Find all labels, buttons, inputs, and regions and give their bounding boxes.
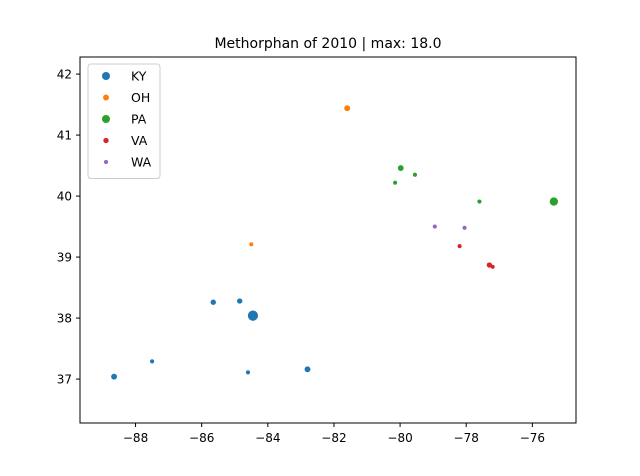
y-tick-label: 41 [57,129,72,143]
data-point [245,370,251,375]
legend-marker [103,94,109,101]
series-ky [111,298,311,380]
x-tick-label: −78 [454,431,479,445]
legend-label: VA [131,133,148,148]
legend-marker [102,115,110,123]
data-point [432,224,437,229]
legend-label: WA [131,155,152,170]
y-tick-label: 42 [57,68,72,82]
data-point [247,310,259,321]
data-point [304,366,311,373]
data-point [490,264,495,269]
x-tick-label: −76 [520,431,545,445]
series-va [457,244,495,269]
y-tick-label: 38 [57,312,72,326]
x-axis: −88 −86 −84 −82 −80 −78 −76 [123,423,545,445]
data-point [397,165,404,171]
legend-box [87,63,161,179]
data-points [111,105,559,380]
legend-marker [103,137,109,144]
data-point [249,242,254,247]
chart-title: Methorphan of 2010 | max: 18.0 [214,36,441,52]
y-axis: 37 38 39 40 41 42 [57,68,80,387]
y-tick-label: 40 [57,190,72,204]
data-point [237,298,243,304]
legend: KY OH PA VA WA [87,63,161,179]
data-point [111,373,117,380]
data-point [462,225,467,230]
series-oh [249,105,351,247]
legend-label: PA [131,112,147,127]
data-point [393,180,398,185]
x-tick-label: −82 [321,431,346,445]
data-point [344,105,351,112]
data-point [210,299,216,305]
legend-marker [103,159,109,165]
series-pa [393,165,559,206]
legend-label: KY [131,69,147,84]
y-tick-label: 39 [57,251,72,265]
data-point [412,172,418,177]
series-wa [432,224,467,230]
x-tick-label: −84 [255,431,280,445]
plot-area [79,56,577,424]
y-tick-label: 37 [57,373,72,387]
legend-marker [102,72,110,80]
x-tick-label: −80 [387,431,412,445]
x-tick-label: −86 [189,431,214,445]
data-point [477,199,482,204]
data-point [150,359,155,364]
x-tick-label: −88 [123,431,148,445]
data-point [549,197,559,206]
legend-label: OH [131,90,150,105]
data-point [457,244,462,249]
